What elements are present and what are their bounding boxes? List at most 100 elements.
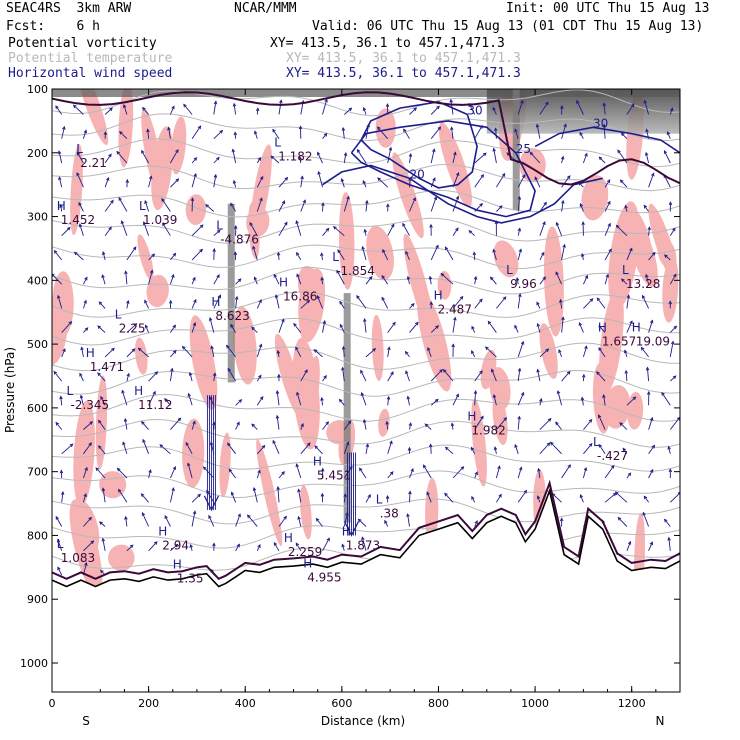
wind-vector: [148, 270, 153, 285]
wind-vector: [74, 251, 84, 261]
extremum-value: 2.21: [80, 156, 107, 170]
wind-vector: [624, 350, 628, 358]
wind-vector-head: [624, 369, 628, 374]
wind-vector-head: [490, 368, 495, 373]
wind-vector: [539, 276, 546, 285]
wind-vector-head: [306, 299, 311, 304]
wind-vector-head: [146, 128, 150, 133]
wind-vector: [298, 489, 302, 503]
wind-contour-label: 30: [593, 116, 608, 130]
wind-vector-head: [388, 146, 393, 151]
wind-vector-head: [450, 422, 455, 427]
pv-shade-blob: [70, 144, 83, 236]
wind-vector: [474, 276, 477, 285]
wind-vector: [474, 152, 487, 164]
wind-vector-head: [368, 275, 373, 280]
wind-vector-head: [197, 125, 202, 130]
wind-vector: [620, 179, 628, 188]
x-end-label-south: S: [82, 714, 90, 728]
wind-vector: [669, 228, 676, 236]
wind-vector-head: [193, 157, 198, 161]
wind-vector-head: [555, 421, 559, 426]
wind-vector-head: [304, 369, 308, 374]
extremum-value: 1.039: [143, 213, 177, 227]
wind-vector: [190, 544, 193, 551]
wind-vector-head: [341, 543, 345, 548]
wind-contour-label: 20: [410, 167, 425, 181]
wind-vectors: [52, 98, 680, 671]
wind-vector: [296, 464, 302, 479]
wind-vector-head: [55, 421, 59, 426]
wind-vector-head: [536, 368, 540, 373]
wind-vector: [581, 253, 584, 260]
wind-vector: [191, 157, 197, 164]
potential-temperature-contours: [52, 89, 680, 576]
extremum-marker: H: [173, 558, 182, 572]
wind-vector: [342, 367, 345, 382]
wind-vector-head: [141, 149, 145, 154]
wind-vector: [256, 198, 263, 212]
wind-vector: [409, 468, 414, 479]
wind-vector: [169, 368, 173, 382]
wind-vector: [645, 274, 650, 285]
wind-vector-head: [363, 228, 367, 233]
wind-vector: [104, 347, 115, 358]
wind-vector-head: [668, 201, 673, 206]
wind-vector-head: [460, 466, 465, 470]
wind-vector-head: [470, 446, 475, 451]
wind-vector-head: [108, 153, 112, 158]
wind-vector-head: [415, 321, 419, 326]
wind-vector-head: [213, 173, 218, 178]
wind-vector: [561, 317, 564, 333]
wind-vector: [643, 496, 649, 503]
wind-vector: [517, 100, 524, 115]
wind-vector: [514, 325, 519, 333]
wind-vector: [452, 152, 456, 164]
wind-vector: [82, 300, 87, 309]
extremum-value: 2.487: [438, 303, 472, 317]
wind-vector-head: [90, 540, 95, 544]
wind-vector-head: [537, 467, 541, 472]
wind-vector: [387, 322, 396, 333]
pv-contour-lower: [52, 479, 680, 581]
wind-vector-head: [626, 294, 631, 299]
wind-vector: [583, 443, 593, 455]
wind-vector: [205, 204, 215, 212]
wind-vector: [147, 129, 150, 139]
wind-vector-head: [144, 324, 149, 329]
wind-vector: [170, 350, 177, 358]
wind-vector: [365, 444, 369, 454]
wind-vector-head: [479, 298, 483, 303]
wind-vector: [452, 466, 464, 479]
wind-vector: [170, 544, 178, 552]
wind-vector: [209, 317, 215, 333]
extremum-marker: L: [57, 537, 64, 551]
wind-vector-head: [493, 446, 498, 451]
wind-vector: [387, 471, 394, 479]
wind-vector: [300, 200, 306, 212]
wind-vector: [474, 416, 484, 430]
wind-vector: [235, 544, 240, 552]
wind-vector-head: [116, 467, 121, 472]
terrain-fill: [52, 490, 680, 692]
wind-vector: [213, 174, 217, 188]
wind-vector: [492, 249, 497, 261]
wind-vector: [363, 107, 367, 115]
wind-vector: [387, 371, 394, 382]
extremum-marker: H: [134, 384, 143, 398]
wind-vector: [275, 295, 280, 309]
wind-vector: [452, 227, 459, 236]
wind-vector-head: [341, 366, 345, 371]
wind-vector-head: [624, 204, 628, 209]
wind-vector-head: [170, 367, 174, 372]
wind-vector: [407, 514, 410, 527]
extremum-value: 1.452: [61, 213, 95, 227]
wind-vector-head: [536, 301, 540, 306]
wind-vector: [227, 442, 236, 455]
wind-vector: [365, 494, 371, 503]
wind-vector: [539, 398, 542, 406]
extremum-marker: H: [57, 199, 66, 213]
extremum-marker: H: [284, 531, 293, 545]
wind-vector: [604, 492, 617, 503]
wind-vector-head: [406, 395, 411, 400]
